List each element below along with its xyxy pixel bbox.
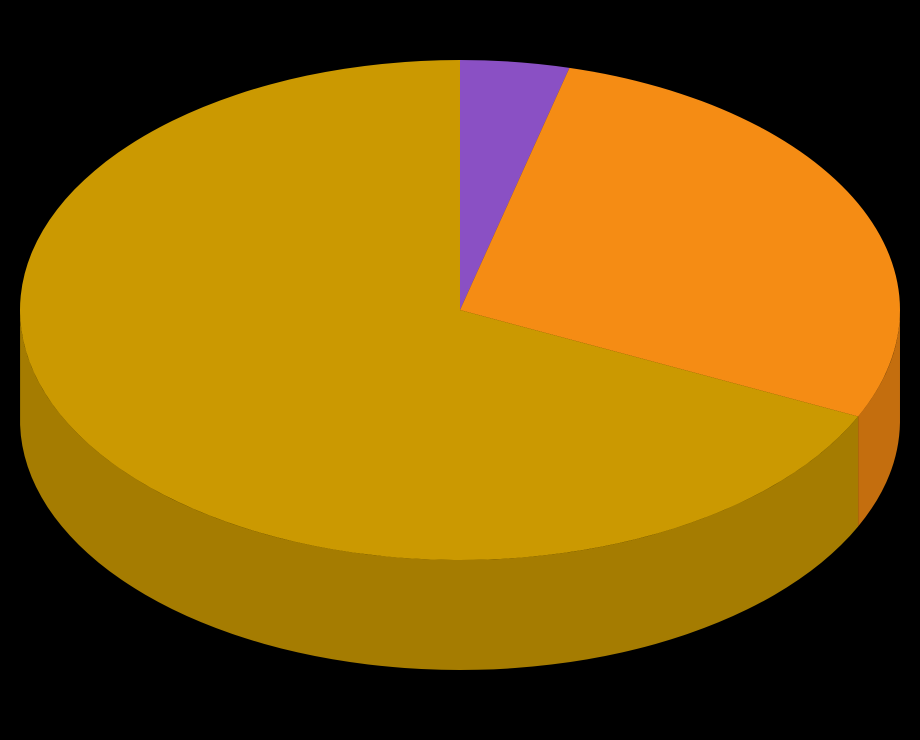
pie-chart-3d bbox=[0, 0, 920, 740]
pie-chart-svg bbox=[0, 0, 920, 740]
